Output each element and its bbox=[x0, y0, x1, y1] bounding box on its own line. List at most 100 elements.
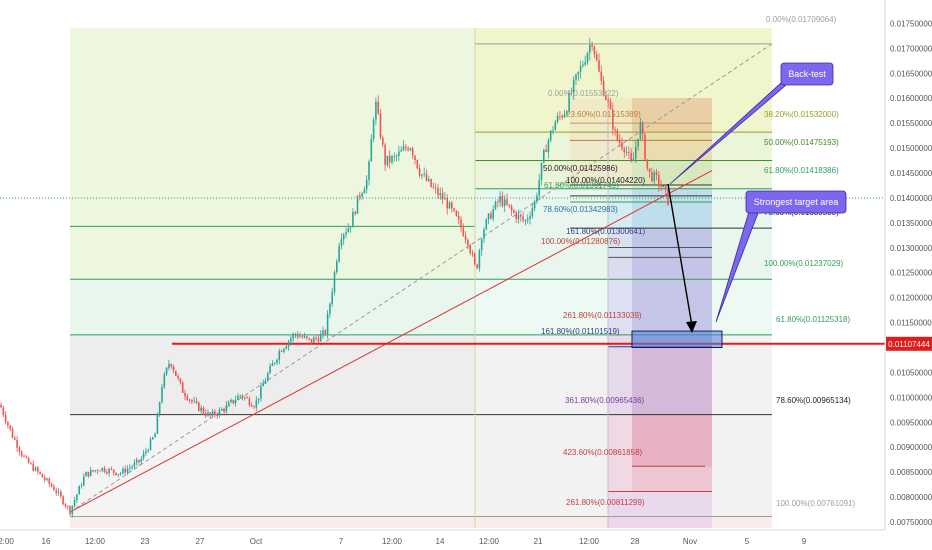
candle bbox=[326, 310, 329, 339]
x-axis[interactable]: 2:00 16 12:00 23 27 Oct 7 12:00 14 12:00 21 12:00 28… bbox=[0, 529, 885, 546]
candle bbox=[402, 140, 405, 151]
candle bbox=[600, 65, 603, 86]
candle bbox=[432, 182, 435, 190]
candle bbox=[14, 435, 16, 441]
candle-body bbox=[414, 155, 416, 160]
candle bbox=[147, 448, 149, 454]
candle bbox=[172, 364, 175, 374]
candle bbox=[89, 466, 92, 477]
fib-level-label: 78.60%(0.01342983) bbox=[543, 205, 618, 214]
candle bbox=[621, 137, 623, 151]
candle bbox=[499, 191, 501, 207]
y-axis[interactable]: 0.01750000 0.01700000 0.01650000 0.01600000… bbox=[884, 0, 932, 530]
candle-body bbox=[513, 210, 515, 213]
candle-body bbox=[575, 74, 577, 80]
fib-zone bbox=[632, 347, 712, 415]
candle-body bbox=[395, 155, 398, 157]
candle bbox=[0, 402, 2, 408]
candle-body bbox=[464, 235, 467, 240]
candle bbox=[398, 145, 400, 161]
candle bbox=[18, 446, 21, 456]
candle bbox=[80, 482, 83, 489]
candle-body bbox=[4, 415, 7, 423]
candle bbox=[25, 454, 28, 459]
candle-body bbox=[543, 149, 545, 163]
candle-body bbox=[623, 148, 626, 153]
candle bbox=[457, 211, 460, 225]
candle-body bbox=[487, 213, 490, 220]
candle bbox=[469, 243, 471, 256]
projection-arrow-head bbox=[686, 321, 697, 333]
candle-body bbox=[85, 471, 87, 477]
candle bbox=[480, 237, 483, 256]
candle bbox=[232, 399, 235, 405]
candle-body bbox=[568, 93, 570, 112]
candle-body bbox=[566, 111, 568, 115]
x-tick-label: Nov bbox=[683, 537, 697, 546]
candle bbox=[490, 210, 492, 220]
candle-body bbox=[533, 201, 536, 209]
candle bbox=[177, 373, 179, 381]
candle-body bbox=[584, 62, 586, 65]
candle bbox=[460, 216, 462, 232]
candle-body bbox=[27, 457, 30, 463]
candle bbox=[423, 167, 425, 178]
candle bbox=[377, 95, 379, 116]
candle bbox=[69, 505, 71, 517]
candle-body bbox=[57, 491, 60, 493]
candle bbox=[561, 114, 563, 120]
candle-body bbox=[329, 304, 331, 314]
candle-body bbox=[158, 402, 161, 415]
candle bbox=[641, 120, 644, 141]
candle bbox=[9, 424, 11, 432]
candle bbox=[50, 482, 53, 488]
fib-zone bbox=[632, 228, 712, 348]
candle-body bbox=[457, 215, 460, 220]
candle bbox=[4, 411, 7, 425]
candle bbox=[391, 154, 393, 165]
candle bbox=[16, 435, 18, 452]
fib-level-label: 161.80%(0.01300641) bbox=[566, 227, 646, 236]
x-tick-label: 28 bbox=[631, 537, 640, 546]
candle-body bbox=[462, 227, 465, 236]
fib-zone-shading bbox=[70, 28, 772, 528]
candle-body bbox=[177, 375, 179, 379]
candle bbox=[179, 377, 182, 385]
candle-body bbox=[306, 336, 308, 338]
candle bbox=[595, 50, 598, 62]
candle bbox=[609, 98, 612, 110]
candle bbox=[579, 60, 582, 79]
candle-body bbox=[225, 405, 228, 412]
y-tick-label: 0.01450000 bbox=[890, 169, 932, 178]
fib-level-label: 0.00%(0.01709064) bbox=[766, 15, 837, 24]
candle bbox=[336, 258, 338, 275]
candle bbox=[204, 409, 207, 419]
fib-level-label: 100.00%(0.01280876) bbox=[541, 237, 621, 246]
fib-level-label: 50.00%(0.01425986) bbox=[543, 164, 618, 173]
candle bbox=[441, 187, 444, 204]
candle-body bbox=[184, 392, 186, 397]
target-area-callout: Strongest target area bbox=[745, 190, 847, 214]
candle-body bbox=[276, 359, 278, 363]
candle-body bbox=[411, 148, 414, 156]
y-tick-label: 0.01300000 bbox=[890, 244, 932, 253]
candle bbox=[618, 134, 621, 147]
candle bbox=[115, 472, 117, 476]
candle bbox=[639, 117, 642, 141]
candle bbox=[464, 231, 467, 244]
candle bbox=[333, 270, 336, 296]
candle-body bbox=[338, 245, 340, 262]
candle-body bbox=[540, 162, 543, 181]
candle-body bbox=[313, 337, 315, 343]
candle bbox=[76, 494, 78, 504]
candle bbox=[269, 363, 271, 374]
candle-body bbox=[271, 363, 274, 366]
x-tick-label: 27 bbox=[196, 537, 205, 546]
fib-zone bbox=[608, 491, 712, 528]
candle-body bbox=[524, 220, 527, 222]
y-tick-label: 0.01250000 bbox=[890, 269, 932, 278]
candle-body bbox=[460, 219, 462, 228]
candle bbox=[552, 125, 554, 135]
candle bbox=[545, 144, 547, 153]
